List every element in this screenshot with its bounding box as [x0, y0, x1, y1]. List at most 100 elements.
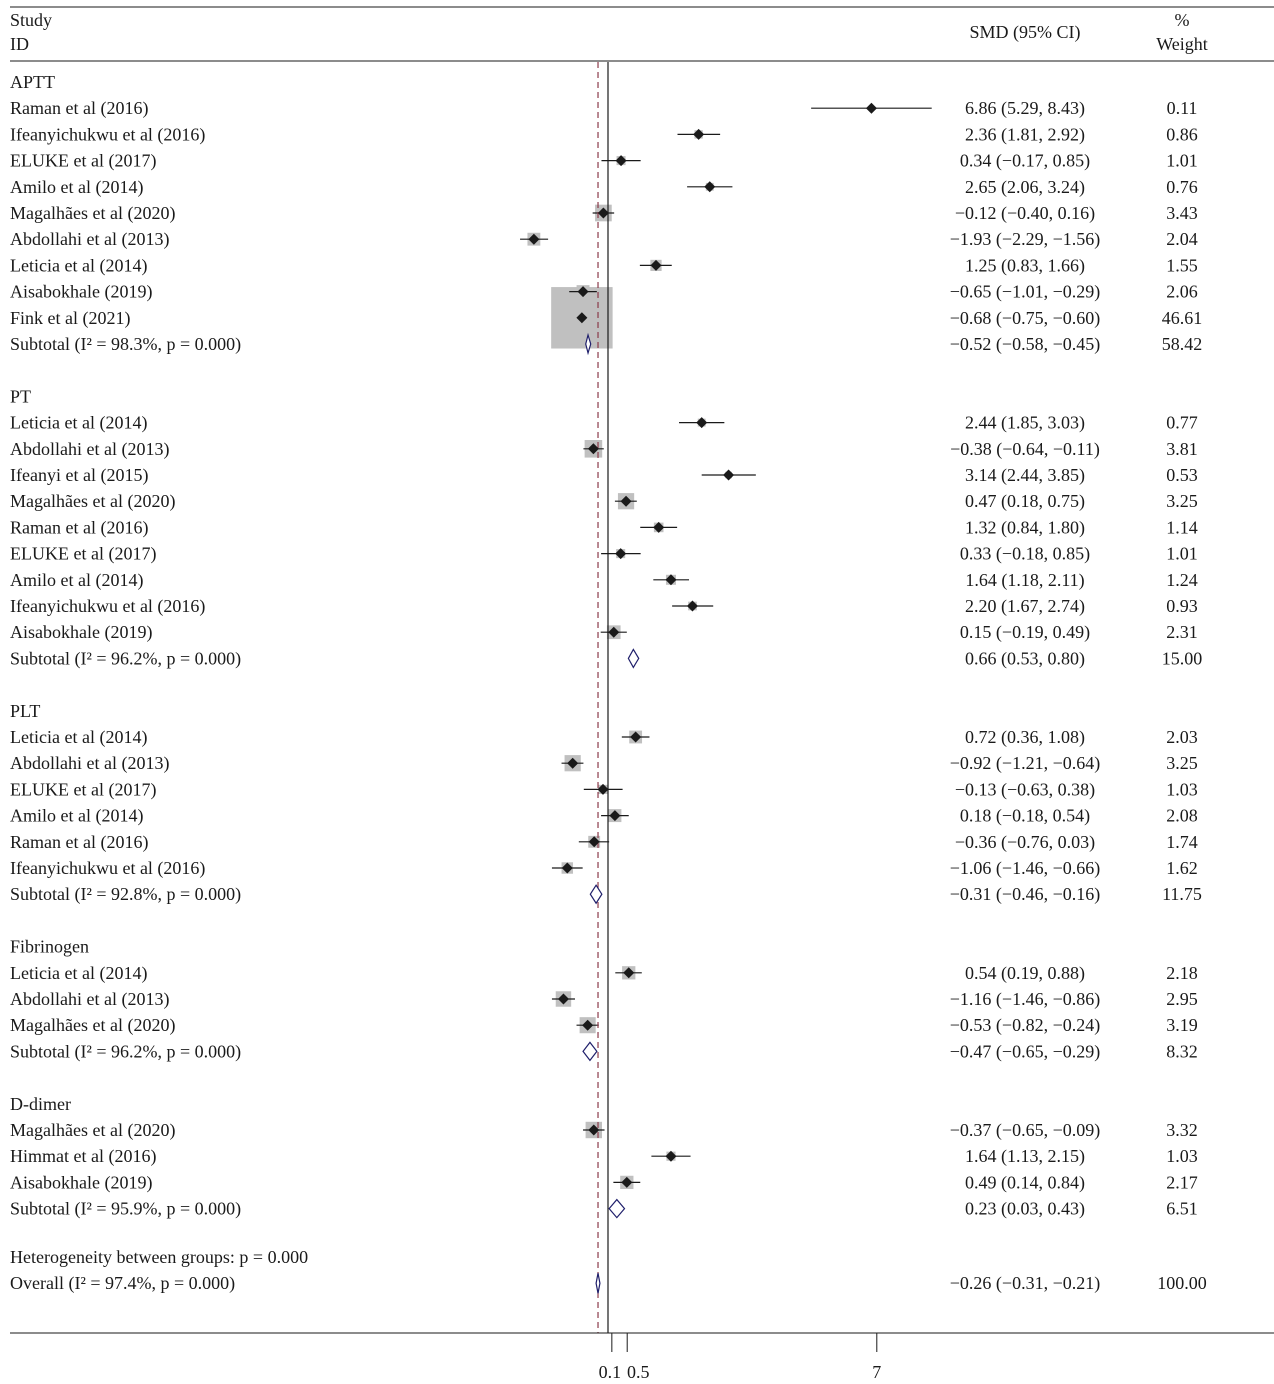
point-estimate [665, 574, 677, 586]
header-weight: Weight [1156, 34, 1208, 54]
point-estimate [577, 286, 589, 298]
study-weight: 0.53 [1166, 465, 1198, 485]
study-label: Leticia et al (2014) [10, 255, 147, 276]
study-label: Raman et al (2016) [10, 98, 148, 119]
study-weight: 3.19 [1166, 1015, 1198, 1035]
overall-label: Overall (I² = 97.4%, p = 0.000) [10, 1273, 235, 1294]
subtotal-weight: 11.75 [1162, 884, 1202, 904]
study-label: Leticia et al (2014) [10, 413, 147, 434]
study-label: Magalhães et al (2020) [10, 1120, 175, 1141]
study-weight: 3.25 [1166, 753, 1198, 773]
study-label: Aisabokhale (2019) [10, 622, 152, 643]
subtotal-diamond [585, 332, 592, 356]
study-smd-ci: 0.47 (0.18, 0.75) [965, 491, 1085, 512]
study-smd-ci: 2.44 (1.85, 3.03) [965, 413, 1085, 434]
study-label: Leticia et al (2014) [10, 963, 147, 984]
study-weight: 0.11 [1167, 98, 1198, 118]
study-smd-ci: −1.06 (−1.46, −0.66) [950, 858, 1100, 879]
study-smd-ci: −0.68 (−0.75, −0.60) [950, 308, 1100, 329]
point-estimate [723, 469, 735, 481]
study-smd-ci: 3.14 (2.44, 3.85) [965, 465, 1085, 486]
subtotal-smd-ci: −0.52 (−0.58, −0.45) [950, 334, 1100, 355]
subtotal-diamond [608, 1198, 626, 1219]
study-weight: 1.01 [1166, 544, 1198, 564]
point-estimate [528, 233, 540, 245]
heterogeneity-text: Heterogeneity between groups: p = 0.000 [10, 1247, 308, 1267]
study-smd-ci: 0.72 (0.36, 1.08) [965, 727, 1085, 748]
study-weight: 2.31 [1166, 622, 1198, 642]
study-weight: 1.24 [1166, 570, 1198, 590]
study-smd-ci: −0.13 (−0.63, 0.38) [955, 779, 1095, 800]
point-estimate [630, 731, 642, 743]
study-weight: 3.43 [1166, 203, 1198, 223]
study-weight: 2.95 [1166, 989, 1198, 1009]
point-estimate [587, 443, 599, 455]
overall-weight: 100.00 [1157, 1273, 1207, 1293]
point-estimate [608, 626, 620, 638]
subtotal-label: Subtotal (I² = 96.2%, p = 0.000) [10, 1041, 241, 1062]
study-smd-ci: −1.16 (−1.46, −0.86) [950, 989, 1100, 1010]
header-percent: % [1175, 10, 1190, 30]
study-smd-ci: 2.36 (1.81, 2.92) [965, 124, 1085, 145]
subtotal-smd-ci: 0.23 (0.03, 0.43) [965, 1199, 1085, 1220]
study-weight: 1.03 [1166, 1146, 1198, 1166]
study-smd-ci: −1.93 (−2.29, −1.56) [950, 229, 1100, 250]
subtotal-smd-ci: 0.66 (0.53, 0.80) [965, 648, 1085, 669]
study-smd-ci: 0.18 (−0.18, 0.54) [960, 806, 1090, 827]
study-label: ELUKE et al (2017) [10, 151, 156, 172]
study-smd-ci: −0.36 (−0.76, 0.03) [955, 832, 1095, 853]
subtotal-diamond [582, 1041, 598, 1062]
study-weight: 2.04 [1166, 229, 1198, 249]
subtotal-diamond [627, 648, 640, 669]
study-weight: 1.55 [1166, 255, 1198, 275]
study-weight: 1.01 [1166, 151, 1198, 171]
point-estimate [665, 1150, 677, 1162]
point-estimate [686, 600, 698, 612]
study-label: Leticia et al (2014) [10, 727, 147, 748]
header-study: Study [10, 10, 52, 30]
study-smd-ci: 0.54 (0.19, 0.88) [965, 963, 1085, 984]
study-smd-ci: 0.15 (−0.19, 0.49) [960, 622, 1090, 643]
point-estimate [621, 1176, 633, 1188]
study-smd-ci: 1.64 (1.18, 2.11) [965, 570, 1084, 591]
study-weight: 1.74 [1166, 832, 1198, 852]
study-label: Raman et al (2016) [10, 832, 148, 853]
study-weight: 1.03 [1166, 779, 1198, 799]
point-estimate [615, 548, 627, 560]
point-estimate [557, 993, 569, 1005]
point-estimate [693, 128, 705, 140]
study-label: Amilo et al (2014) [10, 806, 143, 827]
study-weight: 1.62 [1166, 858, 1198, 878]
study-smd-ci: 0.49 (0.14, 0.84) [965, 1172, 1085, 1193]
study-label: Fink et al (2021) [10, 308, 130, 329]
point-estimate [582, 1019, 594, 1031]
study-weight: 2.06 [1166, 282, 1198, 302]
study-smd-ci: 1.32 (0.84, 1.80) [965, 517, 1085, 538]
subtotal-weight: 6.51 [1166, 1199, 1198, 1219]
study-weight: 2.17 [1166, 1172, 1198, 1192]
subtotal-smd-ci: −0.31 (−0.46, −0.16) [950, 884, 1100, 905]
study-weight: 2.08 [1166, 806, 1198, 826]
study-weight: 1.14 [1166, 517, 1198, 537]
point-estimate [623, 967, 635, 979]
axis-tick-label: 0.5 [627, 1362, 650, 1382]
study-label: Magalhães et al (2020) [10, 491, 175, 512]
study-label: Himmat et al (2016) [10, 1146, 156, 1167]
study-smd-ci: 0.34 (−0.17, 0.85) [960, 151, 1090, 172]
point-estimate [609, 810, 621, 822]
study-weight: 46.61 [1162, 308, 1203, 328]
study-smd-ci: −0.53 (−0.82, −0.24) [950, 1015, 1100, 1036]
study-smd-ci: 6.86 (5.29, 8.43) [965, 98, 1085, 119]
study-smd-ci: −0.38 (−0.64, −0.11) [950, 439, 1100, 460]
overall-diamond [595, 1273, 601, 1294]
study-weight: 2.03 [1166, 727, 1198, 747]
study-weight: 0.77 [1166, 413, 1198, 433]
study-smd-ci: 1.64 (1.13, 2.15) [965, 1146, 1085, 1167]
study-label: Abdollahi et al (2013) [10, 439, 169, 460]
study-smd-ci: −0.65 (−1.01, −0.29) [950, 282, 1100, 303]
subtotal-label: Subtotal (I² = 95.9%, p = 0.000) [10, 1199, 241, 1220]
study-label: Raman et al (2016) [10, 517, 148, 538]
point-estimate [865, 102, 877, 114]
point-estimate [615, 155, 627, 167]
